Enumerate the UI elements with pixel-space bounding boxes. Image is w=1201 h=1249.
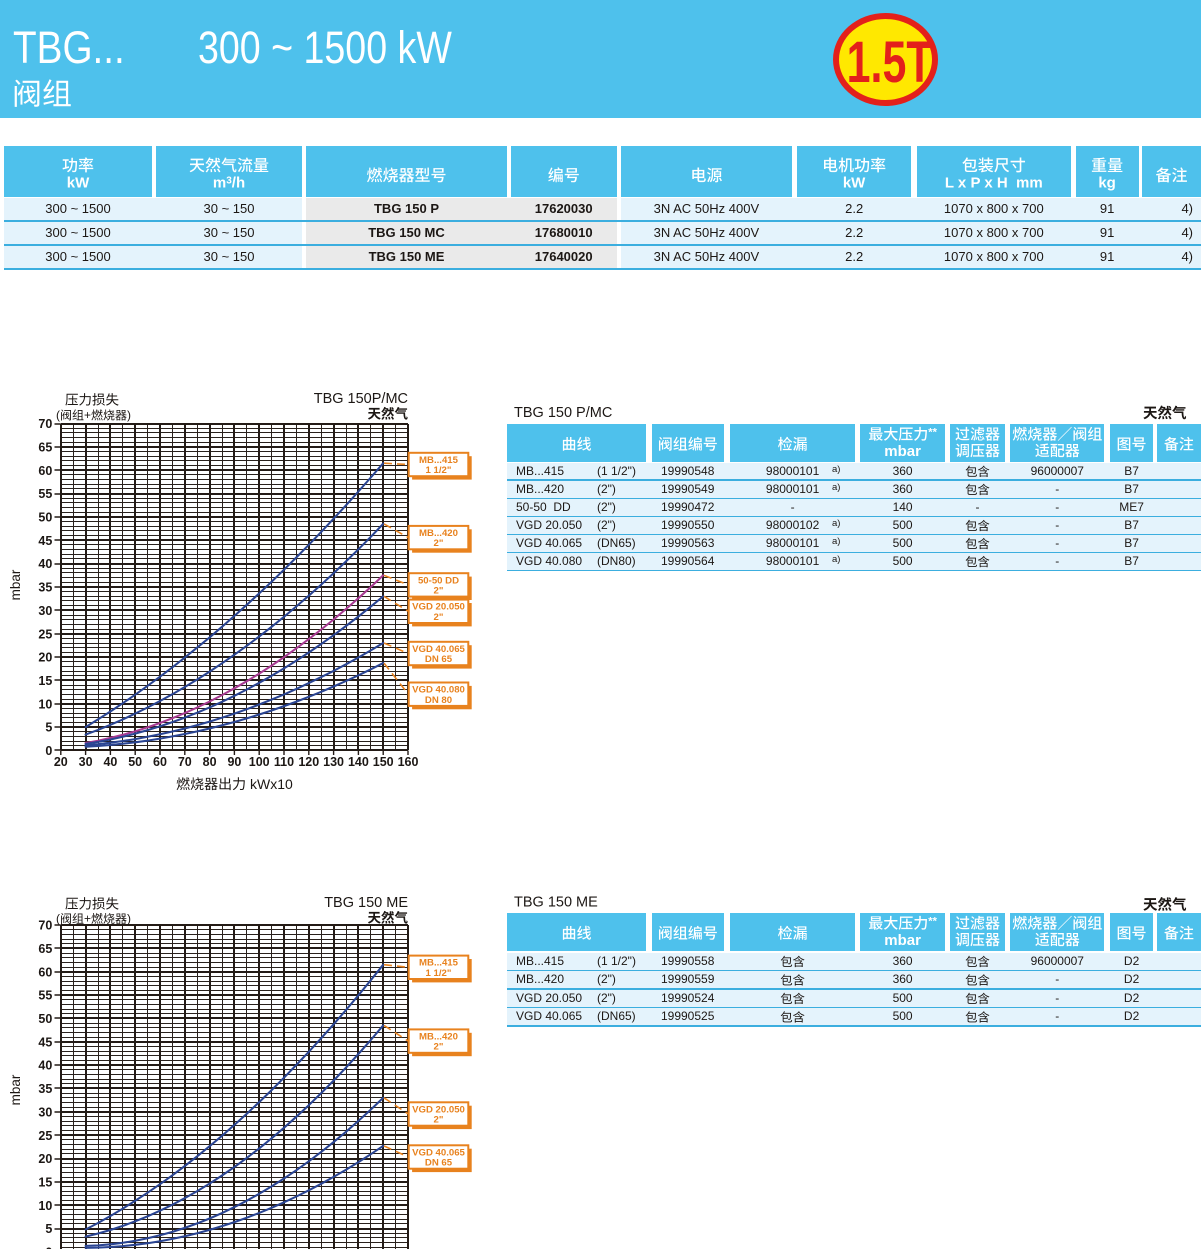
svg-text:TBG 150 ME: TBG 150 ME [514, 895, 598, 911]
svg-text:TBG 150 P/MC: TBG 150 P/MC [514, 405, 612, 421]
svg-text:150: 150 [373, 755, 394, 769]
svg-text:2": 2" [434, 612, 444, 623]
svg-text:70: 70 [38, 417, 52, 431]
svg-text:50: 50 [128, 755, 142, 769]
svg-text:**: ** [928, 916, 937, 928]
svg-text:+: + [84, 408, 91, 422]
svg-text:5: 5 [45, 1222, 52, 1236]
svg-text:kg: kg [1098, 175, 1116, 192]
svg-text:110: 110 [274, 755, 294, 769]
svg-text:DN 65: DN 65 [425, 654, 453, 665]
svg-text:40: 40 [38, 557, 52, 571]
svg-text:55: 55 [38, 989, 52, 1003]
svg-text:VGD 40.080: VGD 40.080 [412, 685, 465, 696]
svg-text:m3/h: m3/h [213, 175, 245, 192]
svg-text:(: ( [56, 912, 60, 926]
svg-text:100: 100 [249, 755, 270, 769]
svg-text:L x P x H mm: L x P x H mm [945, 175, 1043, 192]
svg-text:15: 15 [38, 1176, 52, 1190]
svg-text:130: 130 [323, 755, 344, 769]
svg-text:mbar: mbar [884, 443, 921, 460]
svg-text:55: 55 [38, 487, 52, 501]
svg-text:60: 60 [38, 965, 52, 979]
svg-text:50-50 DD: 50-50 DD [418, 575, 459, 586]
svg-text:30: 30 [38, 1105, 52, 1119]
svg-text:+: + [84, 912, 91, 926]
svg-text:30: 30 [79, 755, 93, 769]
svg-text:mbar: mbar [8, 569, 23, 600]
svg-text:VGD 40.065: VGD 40.065 [412, 644, 465, 655]
svg-text:80: 80 [203, 755, 217, 769]
svg-text:2": 2" [434, 1115, 444, 1126]
svg-text:1 1/2": 1 1/2" [426, 968, 452, 979]
svg-text:45: 45 [38, 534, 52, 548]
svg-text:65: 65 [38, 942, 52, 956]
svg-text:20: 20 [54, 755, 68, 769]
svg-text:70: 70 [38, 919, 52, 933]
svg-text:VGD 20.050: VGD 20.050 [412, 1104, 465, 1115]
svg-text:**: ** [928, 427, 937, 439]
svg-text:2": 2" [434, 538, 444, 549]
svg-text:kW: kW [67, 175, 90, 192]
svg-text:): ) [127, 912, 131, 926]
svg-text:20: 20 [38, 651, 52, 665]
svg-text:70: 70 [178, 755, 192, 769]
svg-text:40: 40 [103, 755, 117, 769]
svg-text:0: 0 [45, 744, 52, 758]
svg-text:MB...415: MB...415 [419, 958, 459, 969]
svg-text:60: 60 [153, 755, 167, 769]
svg-text:2": 2" [434, 1042, 444, 1053]
svg-text:90: 90 [227, 755, 241, 769]
svg-text:40: 40 [38, 1059, 52, 1073]
svg-text:10: 10 [38, 1199, 52, 1213]
svg-text:MB...415: MB...415 [419, 455, 459, 466]
svg-text:140: 140 [348, 755, 369, 769]
svg-text:TBG 150P/MC: TBG 150P/MC [314, 391, 408, 407]
svg-text:mbar: mbar [8, 1074, 23, 1105]
svg-text:(: ( [56, 408, 60, 422]
svg-text:50: 50 [38, 511, 52, 525]
svg-text:120: 120 [298, 755, 319, 769]
svg-text:2": 2" [434, 586, 444, 597]
svg-text:45: 45 [38, 1035, 52, 1049]
svg-text:35: 35 [38, 1082, 52, 1096]
svg-text:25: 25 [38, 627, 52, 641]
svg-text:30: 30 [38, 604, 52, 618]
svg-text:MB...420: MB...420 [419, 1032, 458, 1043]
svg-text:DN 80: DN 80 [425, 695, 452, 706]
svg-text:5: 5 [45, 721, 52, 735]
svg-text:): ) [127, 408, 131, 422]
svg-text:10: 10 [38, 697, 52, 711]
svg-text:25: 25 [38, 1129, 52, 1143]
svg-text:mbar: mbar [884, 932, 921, 949]
svg-text:1 1/2": 1 1/2" [426, 465, 452, 476]
svg-text:MB...420: MB...420 [419, 528, 458, 539]
svg-text:kWx10: kWx10 [246, 776, 293, 792]
svg-text:TBG 150 ME: TBG 150 ME [324, 895, 408, 911]
svg-text:20: 20 [38, 1152, 52, 1166]
svg-text:50: 50 [38, 1012, 52, 1026]
svg-text:60: 60 [38, 464, 52, 478]
svg-text:VGD 40.065: VGD 40.065 [412, 1147, 465, 1158]
svg-text:65: 65 [38, 441, 52, 455]
svg-text:0: 0 [45, 1246, 52, 1249]
svg-text:DN 65: DN 65 [425, 1158, 453, 1169]
svg-text:160: 160 [398, 755, 419, 769]
svg-text:VGD 20.050: VGD 20.050 [412, 602, 465, 613]
svg-text:15: 15 [38, 674, 52, 688]
svg-text:35: 35 [38, 581, 52, 595]
svg-text:kW: kW [843, 175, 866, 192]
